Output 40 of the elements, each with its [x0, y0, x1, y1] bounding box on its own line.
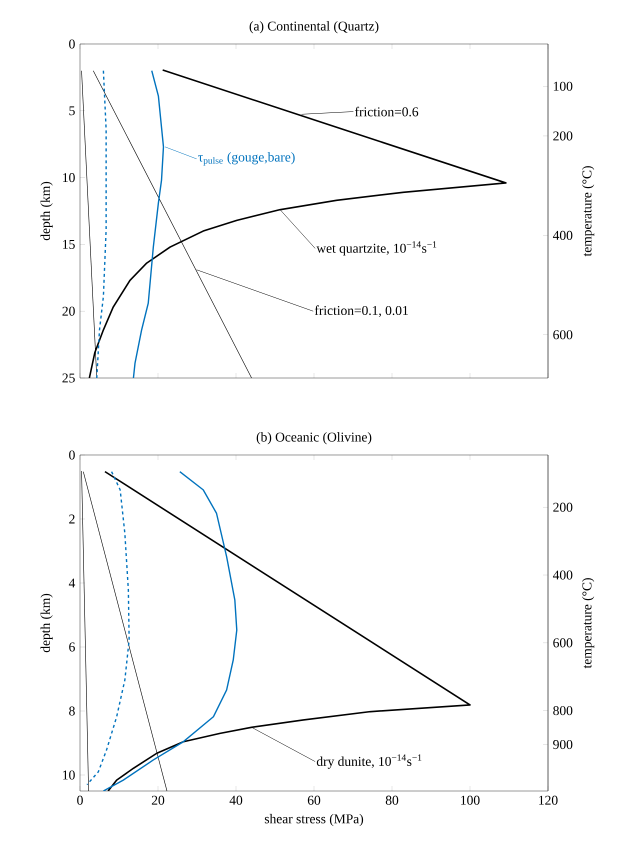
- y2-tick-label: 600: [553, 638, 572, 648]
- annotation: τ$_{pulse}$ (gouge,bare): [198, 152, 295, 166]
- y-tick-label: 0: [69, 39, 75, 49]
- y2-tick-label: 400: [552, 570, 572, 580]
- y2-tick-label: 200: [553, 131, 572, 140]
- annotation: dry dunite, 10$^{−14}$s$^{−1}$: [316, 754, 422, 769]
- x-tick-label: 0: [77, 796, 83, 805]
- y-tick-label: 20: [62, 306, 75, 316]
- y-tick-label: 2: [69, 514, 75, 524]
- y-axis-title: depth (km): [40, 182, 53, 240]
- y2-tick-label: 600: [553, 330, 572, 340]
- y-tick-label: 10: [63, 173, 75, 182]
- y2-tick-label: 100: [554, 82, 572, 91]
- x-axis-title: shear stress (MPa): [264, 814, 364, 826]
- x-tick-label: 80: [386, 796, 398, 805]
- y-tick-label: 10: [63, 770, 75, 780]
- y2-tick-label: 200: [553, 502, 572, 512]
- annotation: friction=0.6: [354, 106, 418, 116]
- y2-tick-label: 400: [552, 230, 572, 240]
- y-tick-label: 25: [62, 373, 75, 383]
- y2-axis-title: temperature (°C): [582, 578, 594, 668]
- y2-tick-label: 800: [553, 706, 572, 716]
- x-tick-label: 40: [230, 796, 242, 805]
- y-tick-label: 0: [69, 450, 75, 460]
- y-tick-label: 5: [69, 106, 75, 116]
- chart-title: (b) Oceanic (Olivine): [256, 432, 372, 444]
- x-tick-label: 120: [539, 796, 558, 805]
- y-tick-label: 8: [69, 706, 75, 716]
- x-tick-label: 60: [308, 796, 320, 805]
- y-tick-label: 15: [63, 240, 75, 249]
- chart-title: (a) Continental (Quartz): [250, 21, 378, 34]
- y-axis-title: depth (km): [40, 594, 53, 652]
- x-tick-label: 100: [461, 796, 480, 805]
- y2-axis-title: temperature (°C): [582, 166, 594, 256]
- y2-tick-label: 900: [553, 740, 572, 750]
- x-tick-label: 20: [152, 796, 164, 805]
- annotation: friction=0.1, 0.01: [314, 305, 408, 317]
- annotation: wet quartzite, 10$^{−14}$s$^{−1}$: [316, 241, 436, 256]
- y-tick-label: 4: [68, 578, 76, 588]
- y-tick-label: 6: [69, 642, 75, 652]
